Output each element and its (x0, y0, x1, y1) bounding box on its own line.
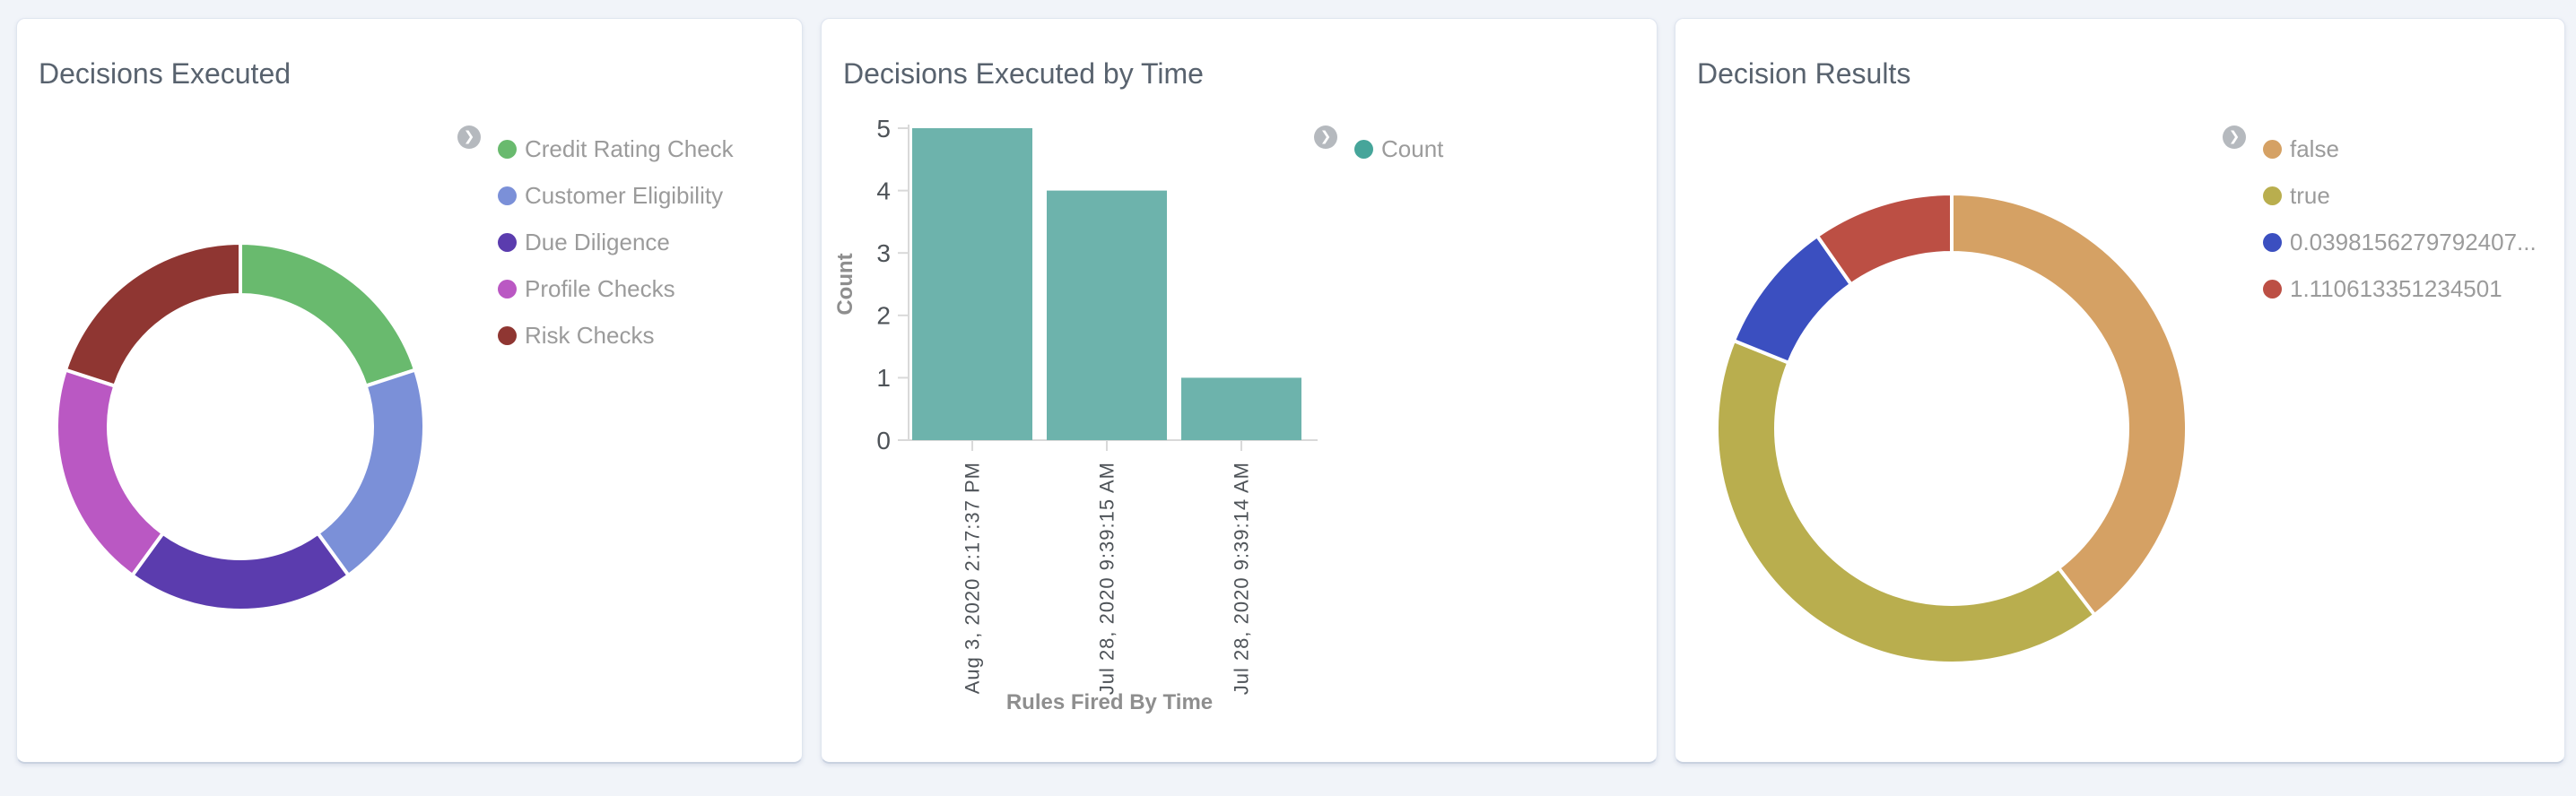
legend-item-credit-rating-check[interactable]: Credit Rating Check (498, 125, 734, 172)
donut-slice-false[interactable] (1950, 192, 2189, 618)
legend-count: Count (1354, 125, 1443, 172)
donut-slice-true[interactable] (1715, 339, 2097, 665)
card-title-decision-results: Decision Results (1697, 56, 1911, 90)
bar-aug-3-2020-2-17-37-pm[interactable] (912, 128, 1032, 440)
legend-color-dot (2263, 139, 2282, 159)
x-axis-title: Rules Fired By Time (1006, 690, 1213, 714)
y-axis-title: Count (833, 253, 857, 315)
card-decisions-executed: Decisions Executed ❯ Credit Rating Check… (16, 18, 803, 764)
legend-item-label: 0.0398156279792407... (2290, 229, 2537, 255)
legend-item-label: Risk Checks (525, 322, 655, 349)
x-tick-label: Jul 28, 2020 9:39:15 AM (1096, 462, 1118, 695)
bar-jul-28-2020-9-39-14-am[interactable] (1181, 377, 1301, 440)
y-tick-label: 3 (876, 239, 891, 267)
legend-item-false[interactable]: false (2263, 125, 2537, 172)
legend-color-dot (498, 139, 517, 159)
legend-color-dot (498, 186, 517, 205)
legend-expand-chevron-icon[interactable]: ❯ (1314, 125, 1337, 149)
bar-chart-rules-fired-by-time: 0 1 2 3 4 5 Aug 3, 2020 2:17:37 PM Jul 28, 2020… (833, 115, 1318, 714)
legend-color-dot (2263, 279, 2282, 298)
legend-color-dot (498, 232, 517, 252)
legend-item-true[interactable]: true (2263, 172, 2537, 219)
legend-item-profile-checks[interactable]: Profile Checks (498, 265, 734, 312)
legend-item-numeric-result-2[interactable]: 1.110613351234501 (2263, 265, 2537, 312)
x-tick-label: Aug 3, 2020 2:17:37 PM (962, 462, 984, 694)
legend-decisions-executed: Credit Rating Check Customer Eligibility… (498, 125, 734, 359)
card-decisions-executed-by-time: Decisions Executed by Time ❯ Count 0 1 2 3 4… (821, 18, 1658, 764)
y-tick-label: 5 (876, 115, 891, 143)
legend-item-label: Customer Eligibility (525, 182, 724, 209)
donut-slice-1-110613351234501[interactable] (1815, 192, 1954, 287)
legend-color-dot (2263, 186, 2282, 205)
legend-item-label: Credit Rating Check (525, 135, 734, 162)
card-title-decisions-by-time: Decisions Executed by Time (843, 56, 1204, 90)
legend-color-dot (2263, 232, 2282, 252)
legend-color-dot (498, 279, 517, 298)
y-tick-label: 4 (876, 177, 891, 204)
y-tick-label: 2 (876, 302, 891, 330)
card-decision-results: Decision Results ❯ false true 0.03981562… (1675, 18, 2565, 764)
x-tick-label: Jul 28, 2020 9:39:14 AM (1231, 462, 1253, 695)
legend-color-dot (498, 325, 517, 345)
donut-slice-credit-rating-check[interactable] (239, 241, 417, 388)
legend-item-numeric-result-1[interactable]: 0.0398156279792407... (2263, 219, 2537, 265)
donut-slice-due-diligence[interactable] (130, 531, 351, 613)
legend-item-label: false (2290, 135, 2339, 162)
donut-chart-decisions-executed (55, 241, 426, 613)
legend-item-label: 1.110613351234501 (2290, 275, 2502, 302)
y-tick-label: 0 (876, 427, 891, 454)
bar-jul-28-2020-9-39-15-am[interactable] (1047, 190, 1167, 440)
legend-color-dot (1354, 139, 1373, 159)
legend-item-label: Profile Checks (525, 275, 675, 302)
legend-expand-chevron-icon[interactable]: ❯ (457, 125, 481, 149)
legend-item-count[interactable]: Count (1354, 125, 1443, 172)
donut-slice-risk-checks[interactable] (64, 241, 242, 388)
legend-expand-chevron-icon[interactable]: ❯ (2223, 125, 2246, 149)
card-title-decisions-executed: Decisions Executed (39, 56, 292, 90)
legend-decision-results: false true 0.0398156279792407... 1.11061… (2263, 125, 2537, 312)
legend-item-label: Count (1381, 135, 1444, 162)
legend-item-customer-eligibility[interactable]: Customer Eligibility (498, 172, 734, 219)
donut-slice-customer-eligibility[interactable] (316, 368, 426, 577)
donut-chart-decision-results (1715, 192, 2189, 665)
legend-item-label: true (2290, 182, 2330, 209)
legend-item-due-diligence[interactable]: Due Diligence (498, 219, 734, 265)
y-tick-label: 1 (876, 364, 891, 392)
legend-item-risk-checks[interactable]: Risk Checks (498, 312, 734, 359)
legend-item-label: Due Diligence (525, 229, 670, 255)
donut-slice-profile-checks[interactable] (55, 368, 165, 577)
